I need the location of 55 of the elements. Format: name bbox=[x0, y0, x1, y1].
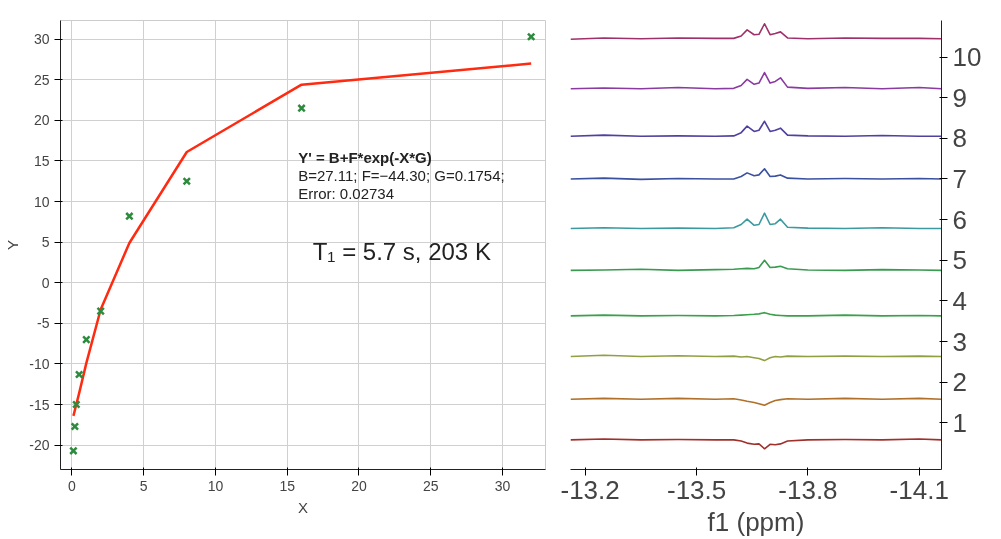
annotation: B=27.11; F=−44.30; G=0.1754; bbox=[298, 167, 505, 185]
y-tick-label: -20 bbox=[29, 437, 50, 454]
x-tick-label: 20 bbox=[351, 477, 367, 494]
annotation: Y' = B+F*exp(-X*G) bbox=[298, 149, 432, 167]
line-series bbox=[570, 397, 942, 407]
y-tick-label: -5 bbox=[37, 315, 50, 332]
y-tick-label: 30 bbox=[33, 31, 50, 48]
line-series bbox=[72, 62, 533, 418]
point bbox=[71, 400, 81, 409]
y-tick-label: 5 bbox=[952, 245, 967, 276]
line-series bbox=[570, 168, 942, 181]
x-tick-label: -13.2 bbox=[560, 474, 620, 505]
point bbox=[70, 422, 80, 431]
x-tick-label: -13.5 bbox=[667, 474, 727, 505]
y-tick-label: 6 bbox=[952, 204, 967, 235]
y-tick-label: 20 bbox=[33, 112, 50, 129]
line-series bbox=[570, 22, 942, 40]
line-series bbox=[570, 438, 942, 450]
y-tick-label: 25 bbox=[33, 71, 50, 88]
y-tick-label: 10 bbox=[33, 193, 50, 210]
x-tick-label: 30 bbox=[494, 477, 511, 494]
point bbox=[81, 335, 91, 345]
x-tick-label: 5 bbox=[139, 477, 148, 494]
point bbox=[68, 446, 78, 456]
y-tick-label: 4 bbox=[952, 285, 967, 316]
point bbox=[96, 306, 106, 316]
x-axis-title: f1 (ppm) bbox=[707, 506, 805, 537]
point bbox=[74, 370, 84, 379]
x-tick-label: -13.8 bbox=[778, 474, 838, 505]
y-tick-label: 8 bbox=[952, 123, 967, 154]
y-tick-label: 7 bbox=[952, 163, 967, 194]
y-tick-label: 0 bbox=[41, 274, 50, 291]
annotation: Error: 0.02734 bbox=[298, 185, 395, 203]
y-tick-label: 1 bbox=[952, 407, 967, 438]
y-tick-label: 3 bbox=[952, 326, 967, 357]
line-series bbox=[570, 71, 942, 90]
line-series bbox=[570, 259, 942, 272]
x-tick-label: 0 bbox=[68, 477, 77, 494]
x-tick-label: 15 bbox=[279, 477, 296, 494]
y-tick-label: 15 bbox=[33, 152, 50, 169]
y-tick-label: 5 bbox=[41, 234, 50, 251]
line-series bbox=[570, 120, 942, 138]
line-series bbox=[570, 212, 942, 230]
x-axis-title: X bbox=[298, 498, 309, 516]
x-tick-label: 10 bbox=[207, 477, 224, 494]
y-tick-label: 2 bbox=[952, 367, 967, 398]
y-tick-label: 10 bbox=[952, 42, 982, 73]
y-axis-title: Y bbox=[4, 239, 22, 250]
annotation: T₁ = 5.7 s, 203 K bbox=[312, 238, 491, 266]
y-tick-label: 9 bbox=[952, 82, 967, 113]
point bbox=[297, 103, 306, 113]
x-tick-label: -14.1 bbox=[889, 474, 949, 505]
y-tick-label: -10 bbox=[29, 355, 50, 372]
y-tick-label: -15 bbox=[29, 396, 50, 413]
x-tick-label: 25 bbox=[422, 477, 439, 494]
